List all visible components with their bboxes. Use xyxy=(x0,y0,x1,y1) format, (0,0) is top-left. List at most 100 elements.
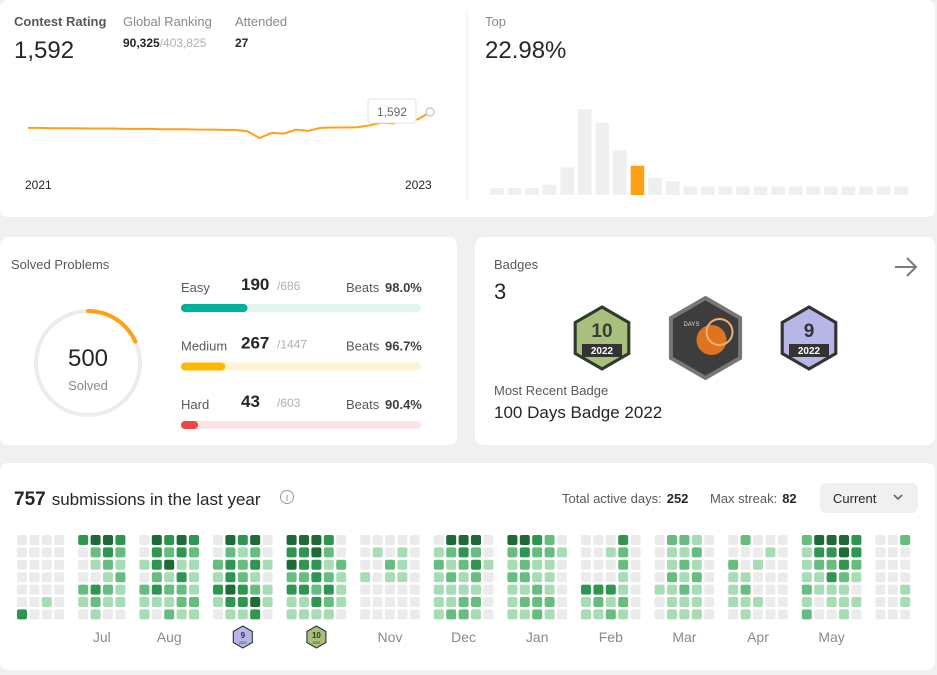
heatmap-cell xyxy=(765,547,776,558)
heatmap-cell xyxy=(286,597,297,607)
heatmap-cell xyxy=(164,535,175,545)
heatmap-cell xyxy=(826,547,837,558)
heatmap-cell xyxy=(458,609,469,620)
heatmap-cell xyxy=(433,609,444,620)
heatmap-cell xyxy=(544,597,555,607)
heatmap-cell xyxy=(900,584,911,595)
heatmap-cell xyxy=(139,572,150,583)
heatmap-cell xyxy=(41,584,52,595)
month-label: Nov xyxy=(378,629,403,645)
heatmap-cell xyxy=(654,559,665,570)
heatmap-cell xyxy=(851,609,862,620)
heatmap-cell xyxy=(164,572,175,583)
heatmap-cell xyxy=(213,597,223,607)
heatmap-cell xyxy=(519,572,530,583)
heatmap-cell xyxy=(41,535,52,545)
heatmap-cell xyxy=(483,597,494,607)
heatmap-cell xyxy=(826,609,837,620)
heatmap-cell xyxy=(667,609,677,620)
heatmap-cell xyxy=(176,597,187,607)
histogram-bar xyxy=(788,186,803,195)
heatmap-cell xyxy=(446,572,457,583)
heatmap-cell xyxy=(41,597,52,607)
active-days: Total active days: 252 xyxy=(562,491,688,506)
solved-count: 190 xyxy=(241,275,269,294)
heatmap-cell xyxy=(618,559,629,570)
heatmap-cell xyxy=(372,584,383,595)
heatmap-cell xyxy=(385,597,395,607)
heatmap-cell xyxy=(250,559,261,570)
difficulty-label: Hard xyxy=(181,397,209,412)
heatmap-cell xyxy=(115,597,126,607)
solved-arc xyxy=(86,309,138,344)
badge-text: DAYS xyxy=(684,322,700,328)
heatmap-cell xyxy=(728,535,739,545)
heatmap-cell xyxy=(385,547,395,558)
heatmap-cell xyxy=(151,535,162,545)
heatmap-cell xyxy=(446,547,457,558)
badges-arrow[interactable] xyxy=(895,257,918,277)
heatmap-cell xyxy=(311,547,322,558)
heatmap-cell xyxy=(728,572,739,583)
heatmap-cell xyxy=(777,597,788,607)
heatmap-cell xyxy=(323,547,334,558)
badge-ring xyxy=(705,318,734,346)
dropdown[interactable] xyxy=(820,483,918,513)
heatmap-cell xyxy=(519,547,530,558)
heatmap-cell xyxy=(164,547,175,558)
heatmap-cell xyxy=(839,597,849,607)
heatmap-cell xyxy=(323,572,334,583)
heatmap-cell xyxy=(581,547,591,558)
dropdown-chevron xyxy=(893,494,903,501)
heatmap-cell xyxy=(213,559,223,570)
heatmap-cell xyxy=(777,572,788,583)
heatmap-cell xyxy=(557,609,567,620)
heatmap-cell xyxy=(336,535,347,545)
streak-label: Max streak: xyxy=(710,491,777,506)
heatmap-cell xyxy=(446,584,457,595)
heatmap-cell xyxy=(581,572,591,583)
heatmap-cell xyxy=(753,597,763,607)
heatmap-cell xyxy=(765,597,776,607)
heatmap-cell xyxy=(728,584,739,595)
heatmap-cell xyxy=(605,584,616,595)
month-badge xyxy=(232,625,253,649)
heatmap-cell xyxy=(532,609,543,620)
heatmap-cell xyxy=(139,584,150,595)
heatmap-cell xyxy=(213,584,223,595)
heatmap-cell xyxy=(801,609,812,620)
heatmap-cell xyxy=(262,547,273,558)
heatmap-cell xyxy=(54,597,65,607)
badge-icons: 10 2022 DAYS 9 2022 xyxy=(573,295,838,381)
heatmap-cell xyxy=(90,572,101,583)
solved-count: 267 xyxy=(241,334,269,353)
heatmap-cell xyxy=(311,559,322,570)
histogram-bar xyxy=(701,186,715,195)
heatmap-cell xyxy=(826,559,837,570)
solved-of-total: /1447 xyxy=(277,338,307,352)
heatmap-cell xyxy=(777,547,788,558)
histogram-bar xyxy=(525,188,539,195)
histogram-bar xyxy=(542,184,557,195)
dropdown-label: Current xyxy=(833,491,877,506)
heatmap-cell xyxy=(176,547,187,558)
heatmap-cell xyxy=(851,559,862,570)
heatmap-cell xyxy=(458,572,469,583)
heatmap-cell xyxy=(740,597,751,607)
heatmap-cell xyxy=(728,597,739,607)
heatmap-cell xyxy=(618,572,629,583)
heatmap-cell xyxy=(875,597,886,607)
heatmap-cell xyxy=(851,584,862,595)
heatmap-cell xyxy=(630,535,641,545)
histogram-bar xyxy=(859,186,873,195)
heatmap-cell xyxy=(667,597,677,607)
info-icon[interactable] xyxy=(280,490,294,504)
progress-bar xyxy=(181,304,248,312)
heatmap-cell xyxy=(250,609,261,620)
histogram-bar xyxy=(876,186,891,195)
heatmap-cell xyxy=(433,584,444,595)
heatmap-cell xyxy=(115,535,126,545)
heatmap-cell xyxy=(286,572,297,583)
heatmap-cell xyxy=(704,547,715,558)
heatmap-cell xyxy=(397,535,408,545)
